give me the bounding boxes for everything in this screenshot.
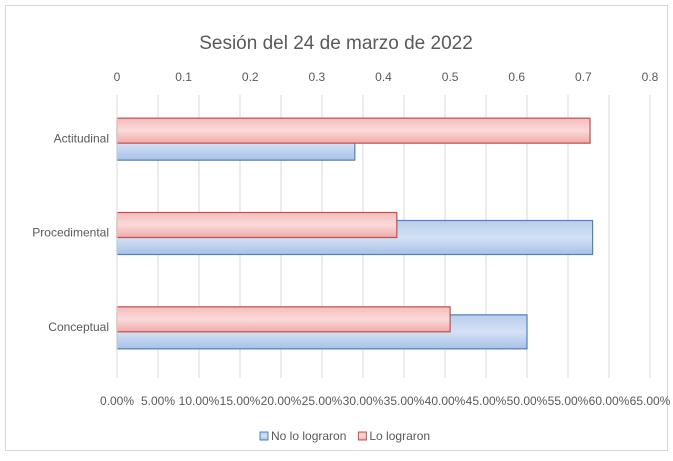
x2-tick-label: 0: [114, 70, 121, 84]
x-tick-label: 40.00%: [425, 394, 466, 408]
bar: [116, 211, 398, 239]
legend-swatch: [357, 431, 367, 441]
y-tick-label: Conceptual: [48, 320, 109, 334]
x2-tick-label: 0.3: [309, 70, 326, 84]
x2-tick-label: 0.6: [508, 70, 525, 84]
x-tick-label: 0.00%: [100, 394, 134, 408]
x2-tick-label: 0.1: [175, 70, 192, 84]
legend-label: Lo lograron: [369, 429, 430, 443]
x-tick-label: 50.00%: [507, 394, 548, 408]
legend-label: No lo lograron: [271, 429, 346, 443]
x2-tick-label: 0.5: [442, 70, 459, 84]
bar: [116, 117, 591, 144]
legend-swatch: [259, 431, 269, 441]
x2-tick-label: 0.8: [642, 70, 659, 84]
x-tick-label: 25.00%: [302, 394, 343, 408]
y-tick-label: Procedimental: [32, 226, 109, 240]
x-tick-label: 20.00%: [261, 394, 302, 408]
x2-tick-label: 0.2: [242, 70, 259, 84]
chart-title: Sesión del 24 de marzo de 2022: [199, 33, 473, 54]
x2-tick-label: 0.7: [575, 70, 592, 84]
x-tick-label: 35.00%: [384, 394, 425, 408]
bar: [116, 306, 451, 333]
x-tick-label: 65.00%: [630, 394, 671, 408]
x-tick-label: 30.00%: [343, 394, 384, 408]
y-tick-label: Actitudinal: [54, 131, 109, 145]
x-tick-label: 5.00%: [141, 394, 175, 408]
x2-tick-label: 0.4: [375, 70, 392, 84]
x-tick-label: 55.00%: [548, 394, 589, 408]
x-tick-label: 60.00%: [589, 394, 630, 408]
x-tick-label: 45.00%: [466, 394, 507, 408]
x-tick-label: 15.00%: [220, 394, 261, 408]
x-tick-label: 10.00%: [179, 394, 220, 408]
